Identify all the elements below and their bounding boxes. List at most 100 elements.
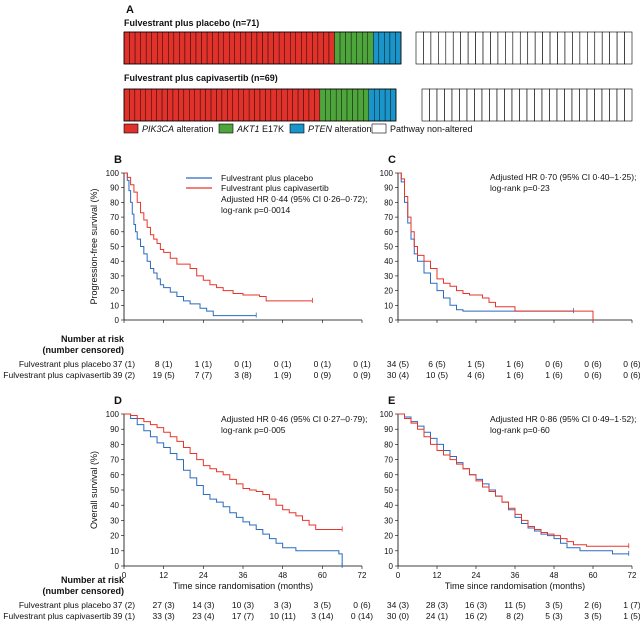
placebo-cell-none <box>601 31 610 65</box>
capi-cell-pik3ca <box>123 88 130 122</box>
capi-cell-akt1 <box>319 88 326 122</box>
y-tick-label: 100 <box>380 169 394 178</box>
risk-cell-d: 17 (7) <box>232 611 254 621</box>
risk-cell-c: 30 (4) <box>387 370 409 380</box>
y-tick-label: 80 <box>384 198 393 207</box>
placebo-cell-none <box>534 31 543 65</box>
y-tick-label: 30 <box>110 272 119 281</box>
risk-cell-b: 0 (1) <box>314 359 332 369</box>
risk-header: Number at risk <box>61 575 125 585</box>
y-tick-label: 50 <box>110 486 119 495</box>
y-tick-label: 0 <box>389 562 394 571</box>
capi-cell-none <box>616 88 625 122</box>
placebo-cell-pik3ca <box>206 31 213 65</box>
capi-cell-none <box>421 88 430 122</box>
capi-cell-pten <box>384 88 391 122</box>
risk-group-label: Fulvestrant plus capivasertib <box>3 370 111 380</box>
placebo-cell-pik3ca <box>273 31 280 65</box>
y-tick-label: 10 <box>384 547 393 556</box>
capi-cell-none <box>511 88 520 122</box>
km-panel-d: D 0 10 20 30 40 50 60 70 80 90 100 0 12 24 36 48 60 72 Time… <box>89 395 367 591</box>
capi-cell-none <box>474 88 483 122</box>
risk-cell-c: 0 (6) <box>623 370 640 380</box>
placebo-cell-none <box>430 31 439 65</box>
y-tick-label: 40 <box>110 257 119 266</box>
placebo-cell-none <box>519 31 529 65</box>
capi-cell-pik3ca <box>150 88 157 122</box>
x-tick-label: 36 <box>511 571 520 580</box>
y-tick-label: 30 <box>110 516 119 525</box>
risk-cell-c: 34 (5) <box>387 359 409 369</box>
placebo-cell-pik3ca <box>251 31 258 65</box>
placebo-cell-none <box>579 31 588 65</box>
capi-cell-akt1 <box>346 88 353 122</box>
placebo-cell-none <box>549 31 558 65</box>
x-tick-label: 60 <box>589 571 598 580</box>
capi-cell-none <box>609 88 618 122</box>
placebo-cell-none <box>438 31 447 65</box>
mutation-legend: PIK3CA alteration AKT1 E17K PTEN alteratio… <box>123 123 473 134</box>
capi-survival-line <box>398 413 629 547</box>
y-tick-label: 20 <box>110 532 119 541</box>
risk-cell-c: 4 (6) <box>467 370 485 380</box>
y-tick-label: 90 <box>384 425 393 434</box>
capi-cell-none <box>534 88 543 122</box>
placebo-cell-none <box>490 31 499 65</box>
risk-cell-e: 1 (7) <box>623 600 640 610</box>
hr-annotation: log-rank p=0·005 <box>221 425 286 435</box>
capi-cell-pik3ca <box>172 88 179 122</box>
risk-group-label: Fulvestrant plus placebo <box>19 600 111 610</box>
risk-cell-e: 3 (5) <box>584 611 602 621</box>
capi-cell-pik3ca <box>303 88 310 122</box>
capi-cell-pten <box>368 88 375 122</box>
capi-cell-pik3ca <box>221 88 228 122</box>
placebo-cell-pik3ca <box>278 31 285 65</box>
placebo-cell-pik3ca <box>323 31 330 65</box>
x-tick-label: 48 <box>550 571 559 580</box>
capi-cell-pik3ca <box>178 88 185 122</box>
capi-cell-pik3ca <box>276 88 282 122</box>
placebo-cell-pik3ca <box>201 31 208 65</box>
hr-annotation: Adjusted HR 0·70 (95% CI 0·40–1·25); <box>490 172 636 182</box>
placebo-cell-none <box>557 31 566 65</box>
y-tick-label: 50 <box>110 243 119 252</box>
placebo-cell-pik3ca <box>284 31 291 65</box>
risk-header: Number at risk <box>61 334 125 344</box>
placebo-cell-pik3ca <box>306 31 313 65</box>
capi-cell-akt1 <box>341 88 348 122</box>
y-tick-label: 80 <box>110 440 119 449</box>
risk-cell-d: 10 (3) <box>232 600 254 610</box>
risk-cell-d: 27 (3) <box>153 600 175 610</box>
capi-cell-none <box>429 88 438 122</box>
placebo-cell-akt1 <box>339 31 346 65</box>
capi-cell-pik3ca <box>248 88 255 122</box>
placebo-cell-none <box>542 31 551 65</box>
risk-cell-d: 3 (3) <box>274 600 292 610</box>
placebo-cell-pik3ca <box>295 31 302 65</box>
legend-text-placebo: Fulvestrant plus placebo <box>221 173 313 183</box>
capi-cell-none <box>459 88 468 122</box>
risk-cell-d: 23 (4) <box>192 611 214 621</box>
hr-annotation: log-rank p=0·23 <box>490 183 550 193</box>
capi-cell-none <box>556 88 565 122</box>
placebo-cell-none <box>497 31 506 65</box>
risk-cell-c: 6 (5) <box>428 359 446 369</box>
placebo-cell-akt1 <box>334 31 341 65</box>
y-tick-label: 30 <box>384 516 393 525</box>
placebo-cell-pik3ca <box>195 31 202 65</box>
placebo-survival-line <box>398 172 574 312</box>
risk-cell-e: 2 (6) <box>584 600 602 610</box>
hr-annotation: log-rank p=0·0014 <box>221 205 291 215</box>
placebo-cell-none <box>527 31 536 65</box>
capi-cell-none <box>451 88 460 122</box>
placebo-cell-pik3ca <box>262 31 269 65</box>
placebo-alt-frame <box>123 31 402 65</box>
y-tick-label: 10 <box>110 547 119 556</box>
x-tick-label: 24 <box>199 571 208 580</box>
legend-gene-name: PIK3CA <box>142 124 174 134</box>
placebo-cell-pik3ca <box>256 31 263 65</box>
placebo-cell-pik3ca <box>168 31 175 65</box>
legend-swatch-akt1 <box>218 123 234 134</box>
y-tick-label: 30 <box>384 272 393 281</box>
